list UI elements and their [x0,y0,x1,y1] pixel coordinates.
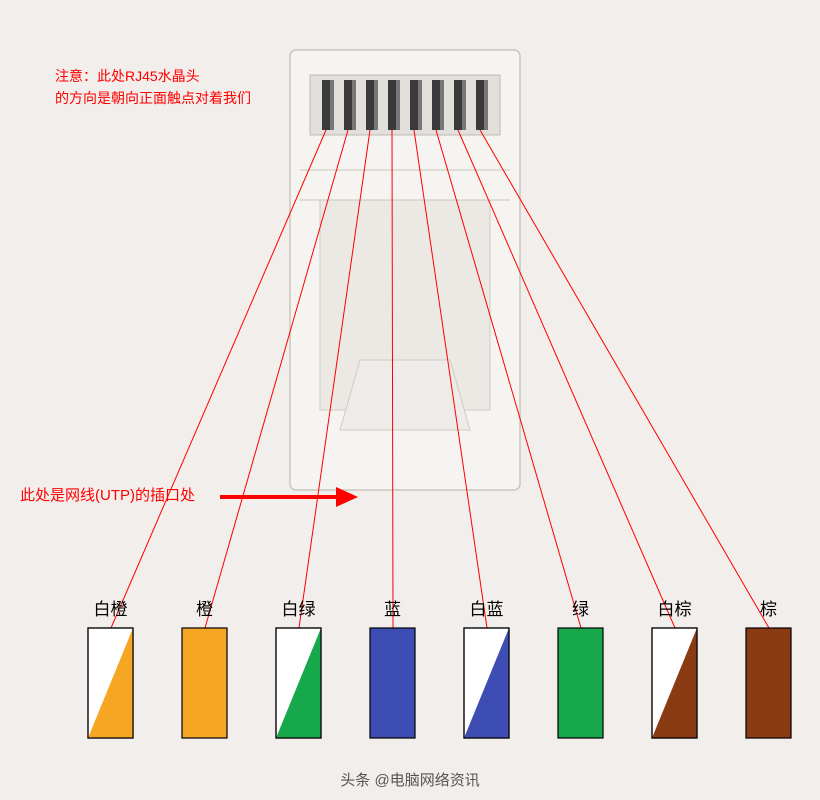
wire-color-box [88,628,133,738]
wire-label: 白蓝 [470,600,504,619]
wire-label: 橙 [196,600,213,619]
diagram-svg: 白橙 橙 白绿 蓝 白蓝 绿 白棕 棕 [0,0,820,800]
wire-label: 蓝 [384,600,401,619]
wire-color-box [370,628,415,738]
wire-label: 白棕 [658,600,692,619]
wire-color-box [464,628,509,738]
wire-color-box [652,628,697,738]
footer-credit: 头条 @电脑网络资讯 [0,769,820,790]
wire-label: 白橙 [94,600,128,619]
wire-color-box [276,628,321,738]
wire-color-box [558,628,603,738]
wire-color-box [182,628,227,738]
wire-label: 棕 [760,600,777,619]
wire-label: 白绿 [282,600,316,619]
wire-label: 绿 [572,600,589,619]
wire-color-box [746,628,791,738]
